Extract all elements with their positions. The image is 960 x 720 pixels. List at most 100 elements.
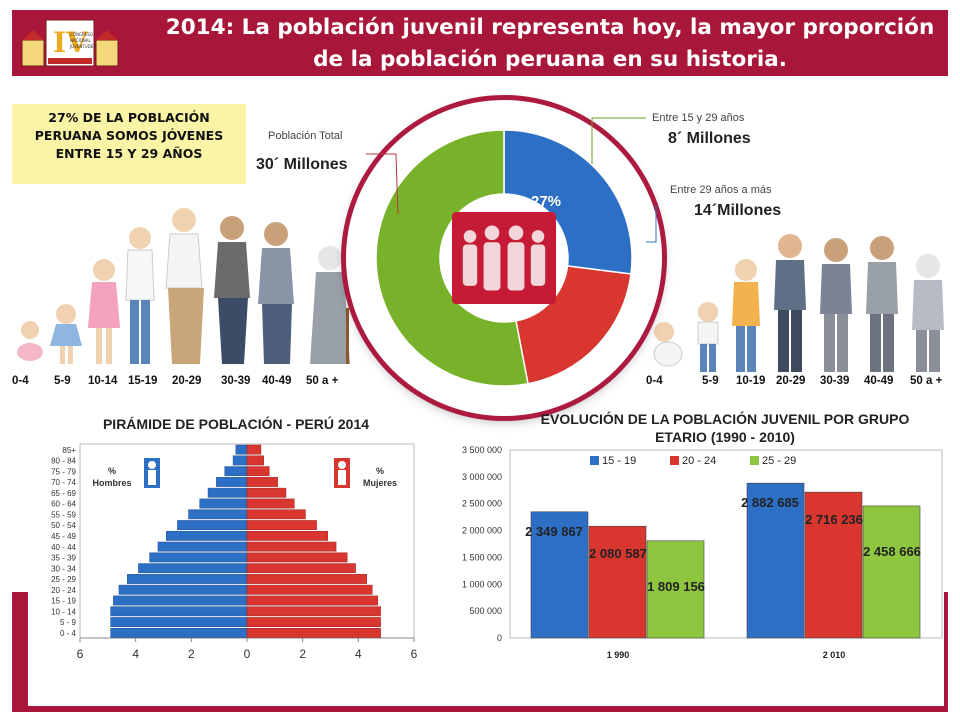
pyramid-bar-women-8 bbox=[246, 541, 337, 552]
pyramid-bar-men-4 bbox=[118, 584, 248, 595]
pyramid-bar-women-5 bbox=[246, 574, 367, 584]
pyramid-age-label-13: 65 - 69 bbox=[51, 489, 76, 498]
total-population-label: Población Total bbox=[268, 130, 343, 142]
evolution-title-line-1: EVOLUCIÓN DE LA POBLACIÓN JUVENIL POR GR… bbox=[540, 411, 910, 427]
evolution-y-tick-0: 0 bbox=[497, 633, 502, 643]
pyramid-bar-women-16 bbox=[246, 455, 264, 466]
center-photo-frame bbox=[452, 212, 556, 304]
pyramid-bar-women-2 bbox=[246, 606, 381, 617]
evolution-bar-1-2 bbox=[862, 505, 921, 639]
pyramid-x-tick-6: 6 bbox=[411, 647, 418, 661]
pyramid-x-tick-5: 4 bbox=[355, 647, 362, 661]
pyramid-bar-men-11 bbox=[188, 509, 248, 520]
pyramid-bar-women-1 bbox=[246, 617, 381, 627]
evolution-legend-label-0: 15 - 19 bbox=[602, 455, 636, 467]
pyramid-bar-women-14 bbox=[246, 477, 278, 487]
pyramid-bar-women-0 bbox=[246, 627, 381, 638]
evolution-title-line-2: ETARIO (1990 - 2010) bbox=[655, 429, 795, 445]
evolution-bar-0-2 bbox=[646, 540, 705, 639]
women-age-7: 50 a + bbox=[306, 375, 339, 387]
men-legend-label: Hombres bbox=[92, 478, 131, 488]
men-age-6: 50 a + bbox=[910, 375, 943, 387]
pyramid-bar-men-16 bbox=[232, 455, 248, 466]
women-age-2: 10-14 bbox=[88, 375, 118, 387]
total-leader-line bbox=[366, 153, 399, 215]
men-legend-icon-head bbox=[148, 461, 156, 469]
man-50-plus-figure bbox=[912, 254, 944, 372]
evolution-label-1-2: 2 458 666 bbox=[863, 544, 921, 559]
frame-bottom-edge bbox=[12, 706, 948, 712]
pyramid-bar-women-17 bbox=[246, 444, 262, 455]
evolution-bar-0-0 bbox=[530, 511, 589, 639]
man-30-39-figure bbox=[820, 238, 852, 372]
crowd-body-3 bbox=[507, 242, 525, 291]
pyramid-bar-women-15 bbox=[246, 466, 270, 477]
pyramid-bar-women-10 bbox=[246, 520, 317, 530]
pyramid-bar-women-13 bbox=[246, 487, 287, 498]
boy-5-9-figure bbox=[697, 302, 719, 372]
pyramid-bar-women-9 bbox=[246, 530, 328, 541]
evolution-bar-1-1 bbox=[804, 491, 863, 639]
pyramid-bar-men-1 bbox=[110, 617, 248, 627]
pyramid-age-label-12: 60 - 64 bbox=[51, 500, 76, 509]
crowd-head-2 bbox=[484, 225, 500, 241]
man-40-49-figure bbox=[866, 236, 898, 372]
evolution-label-0-0: 2 349 867 bbox=[525, 524, 583, 539]
girl-5-9-figure bbox=[50, 304, 82, 364]
woman-40-49-figure bbox=[258, 222, 294, 364]
pyramid-bar-men-0 bbox=[110, 627, 248, 638]
pyramid-title: PIRÁMIDE DE POBLACIÓN - PERÚ 2014 bbox=[102, 416, 370, 432]
men-age-4: 30-39 bbox=[820, 375, 850, 387]
pyramid-age-label-1: 5 - 9 bbox=[60, 618, 77, 627]
pyramid-x-tick-3: 0 bbox=[244, 647, 251, 661]
pyramid-bar-men-14 bbox=[216, 477, 248, 487]
frame-left-edge bbox=[12, 592, 28, 710]
pyramid-bar-men-6 bbox=[138, 563, 248, 574]
pyramid-age-label-17: 85+ bbox=[62, 446, 76, 455]
svg-text:CONGRESO: CONGRESO bbox=[70, 32, 93, 37]
pyramid-bar-men-2 bbox=[110, 606, 248, 617]
pyramid-bar-women-11 bbox=[246, 509, 306, 520]
pyramid-bar-men-8 bbox=[157, 541, 248, 552]
pyramid-age-label-11: 55 - 59 bbox=[51, 510, 76, 519]
pyramid-x-tick-4: 2 bbox=[299, 647, 306, 661]
women-age-4: 20-29 bbox=[172, 375, 202, 387]
woman-30-39-figure bbox=[214, 216, 250, 364]
evolution-label-0-2: 1 809 156 bbox=[647, 579, 705, 594]
pyramid-bar-women-4 bbox=[246, 584, 373, 595]
pyramid-age-label-2: 10 - 14 bbox=[51, 607, 76, 616]
pyramid-bar-men-10 bbox=[177, 520, 248, 530]
women-ages-illustration bbox=[17, 208, 350, 364]
older-leader-line bbox=[646, 206, 657, 243]
girl-0-4-figure bbox=[17, 321, 43, 361]
pyramid-age-label-6: 30 - 34 bbox=[51, 564, 76, 573]
title-line-2: de la población peruana en su historia. bbox=[313, 47, 787, 72]
crowd-body-4 bbox=[530, 244, 546, 286]
pyramid-bar-men-17 bbox=[235, 444, 248, 455]
women-age-3: 15-19 bbox=[128, 375, 158, 387]
title-line-1: 2014: La población juvenil representa ho… bbox=[165, 15, 935, 40]
pyramid-age-label-4: 20 - 24 bbox=[51, 586, 76, 595]
pyramid-bar-women-12 bbox=[246, 498, 295, 509]
callout-line-1: 27% DE LA POBLACIÓN bbox=[48, 110, 210, 125]
congress-logo: IV CONGRESO NACIONAL JUVENTUDES bbox=[21, 19, 119, 67]
pyramid-age-label-3: 15 - 19 bbox=[51, 597, 76, 606]
pyramid-age-label-15: 75 - 79 bbox=[51, 467, 76, 476]
donut-leader-lines bbox=[366, 117, 657, 243]
pyramid-age-label-8: 40 - 44 bbox=[51, 543, 76, 552]
evolution-legend-label-2: 25 - 29 bbox=[762, 455, 796, 467]
evolution-legend-swatch-0 bbox=[590, 456, 599, 465]
young-population-label: Entre 15 y 29 años bbox=[652, 112, 745, 124]
women-legend-icon-body bbox=[338, 470, 346, 485]
woman-15-19-figure bbox=[125, 227, 155, 364]
pyramid-age-label-5: 25 - 29 bbox=[51, 575, 76, 584]
evolution-x-label-1: 2 010 bbox=[823, 650, 846, 660]
pyramid-bar-men-12 bbox=[199, 498, 248, 509]
woman-20-29-figure bbox=[165, 208, 204, 364]
men-age-0: 0-4 bbox=[646, 375, 663, 387]
pyramid-plot-area bbox=[79, 443, 415, 639]
pyramid-bar-men-13 bbox=[207, 487, 248, 498]
pyramid-age-label-16: 80 - 84 bbox=[51, 457, 76, 466]
pyramid-bar-men-15 bbox=[224, 466, 248, 477]
donut-percent-label: 27% bbox=[531, 193, 561, 210]
